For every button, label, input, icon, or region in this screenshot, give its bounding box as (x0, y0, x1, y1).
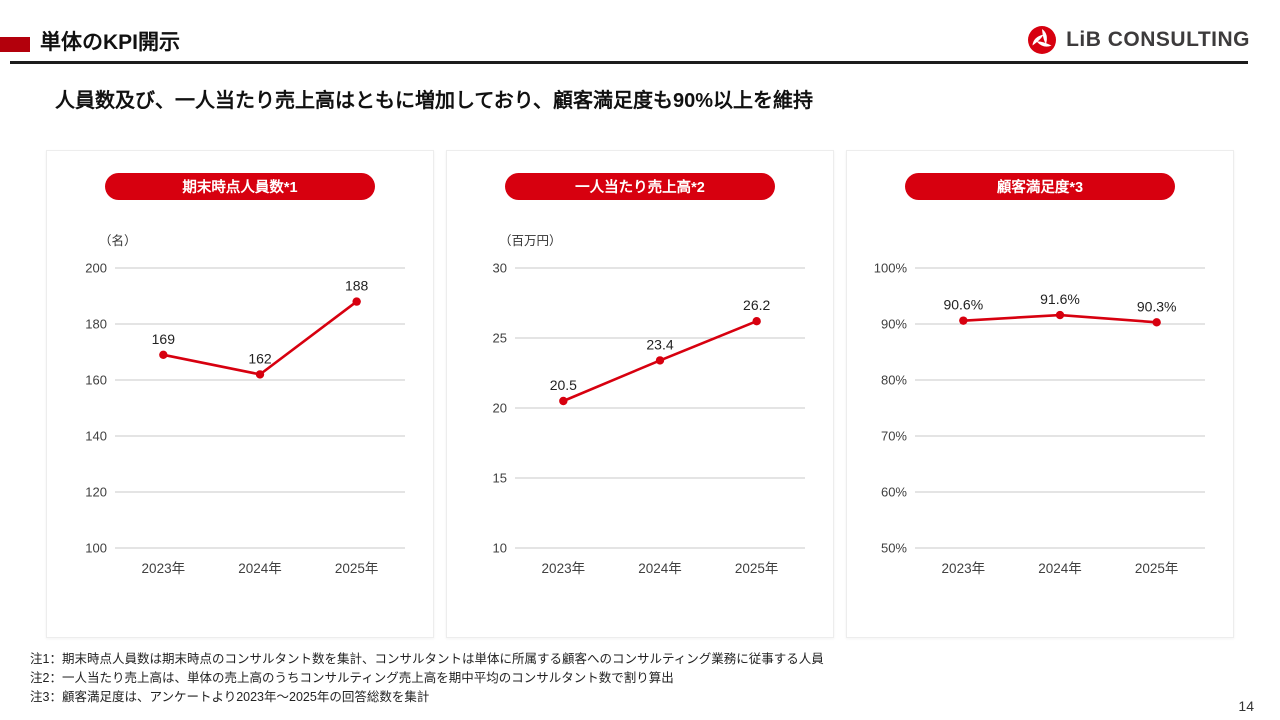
y-tick-label: 100% (874, 261, 908, 276)
data-point (1152, 318, 1161, 327)
y-tick-label: 200 (85, 261, 107, 276)
data-point (1055, 310, 1065, 320)
footnote: 注1：期末時点人員数は期末時点のコンサルタント数を集計、コンサルタントは単体に所… (30, 652, 824, 666)
chart-area: 10 15 20 25 30 2023年 2024年 2025年 20.5 23.4 26.2 (463, 250, 833, 595)
value-label: 162 (248, 350, 272, 366)
data-point (559, 396, 568, 406)
y-tick-label: 80% (881, 373, 907, 388)
footnote: 注2：一人当たり売上高は、単体の売上高のうちコンサルティング売上高を期中平均のコ… (30, 671, 674, 685)
y-tick-label: 120 (85, 485, 107, 500)
header-rule (10, 61, 1248, 64)
x-tick-label: 2024年 (238, 561, 282, 576)
x-tick-label: 2025年 (1135, 561, 1179, 576)
x-tick-label: 2025年 (335, 561, 379, 576)
x-tick-label: 2024年 (638, 561, 682, 576)
y-tick-label: 100 (85, 541, 107, 556)
data-point (255, 370, 265, 379)
y-tick-label: 60% (881, 485, 907, 500)
data-point (352, 297, 361, 306)
footnote: 注3：顧客満足度は、アンケートより2023年〜2025年の回答総数を集計 (30, 690, 430, 704)
value-label: 20.5 (550, 377, 577, 393)
value-label: 188 (345, 278, 369, 294)
lib-consulting-logo: LiB CONSULTING (1026, 24, 1250, 56)
kpi-card-headcount: 期末時点人員数*1 （名） 100 120 140 160 180 200 2023年 202… (46, 150, 434, 638)
chart-area: 100 120 140 160 180 200 2023年 2024年 2025年 169 162 1… (63, 250, 433, 595)
chart-unit-label (899, 230, 1233, 246)
value-label: 23.4 (646, 336, 673, 352)
y-tick-label: 20 (493, 401, 507, 416)
y-tick-label: 10 (493, 541, 507, 556)
y-tick-label: 15 (493, 471, 507, 486)
value-label: 169 (152, 331, 176, 347)
y-tick-label: 30 (493, 261, 507, 276)
revenue-line-chart: 10 15 20 25 30 2023年 2024年 2025年 20.5 23.4 26.2 (493, 261, 805, 576)
x-tick-label: 2023年 (542, 561, 586, 576)
y-tick-label: 180 (85, 317, 107, 332)
x-tick-label: 2023年 (942, 561, 986, 576)
satisfaction-line-chart: 50% 60% 70% 80% 90% 100% 2023年 2024年 2025年 90.6% 9… (874, 261, 1205, 576)
x-tick-label: 2023年 (142, 561, 186, 576)
lib-logo-text: LiB CONSULTING (1066, 28, 1250, 51)
y-tick-label: 160 (85, 373, 107, 388)
y-tick-label: 90% (881, 317, 907, 332)
slide-message: 人員数及び、一人当たり売上高はともに増加しており、顧客満足度も90%以上を維持 (55, 90, 814, 112)
header-accent-bar (0, 37, 30, 52)
data-point (752, 317, 761, 326)
data-point (959, 316, 968, 325)
chart-unit-label: （百万円） (499, 234, 562, 248)
data-point (655, 356, 665, 365)
y-tick-label: 70% (881, 429, 907, 444)
x-tick-label: 2025年 (735, 561, 779, 576)
lib-logo-icon (1028, 26, 1057, 54)
value-label: 90.6% (943, 297, 983, 313)
chart-unit-label: （名） (99, 234, 137, 248)
value-label: 90.3% (1137, 298, 1177, 314)
y-tick-label: 25 (493, 331, 507, 346)
page-title: 単体のKPI開示 (40, 31, 181, 54)
chart-title-pill: 期末時点人員数*1 (105, 173, 375, 200)
headcount-line-chart: 100 120 140 160 180 200 2023年 2024年 2025年 169 162 1… (85, 261, 405, 576)
y-tick-label: 140 (85, 429, 107, 444)
value-label: 91.6% (1040, 291, 1080, 307)
kpi-card-customer-satisfaction: 顧客満足度*3 50% 60% 70% 80% 90% 100% 2023年 2024年 202… (846, 150, 1234, 638)
value-label: 26.2 (743, 297, 770, 313)
kpi-card-revenue-per-person: 一人当たり売上高*2 （百万円） 10 15 20 25 30 2023年 2024年 202… (446, 150, 834, 638)
x-tick-label: 2024年 (1038, 561, 1082, 576)
y-tick-label: 50% (881, 541, 907, 556)
chart-area: 50% 60% 70% 80% 90% 100% 2023年 2024年 2025年 90.6% 9… (863, 250, 1233, 595)
footnotes: 注1：期末時点人員数は期末時点のコンサルタント数を集計、コンサルタントは単体に所… (30, 650, 824, 707)
page-number: 14 (1238, 698, 1254, 714)
data-point (159, 350, 168, 359)
chart-title-pill: 一人当たり売上高*2 (505, 173, 775, 200)
chart-title-pill: 顧客満足度*3 (905, 173, 1175, 200)
